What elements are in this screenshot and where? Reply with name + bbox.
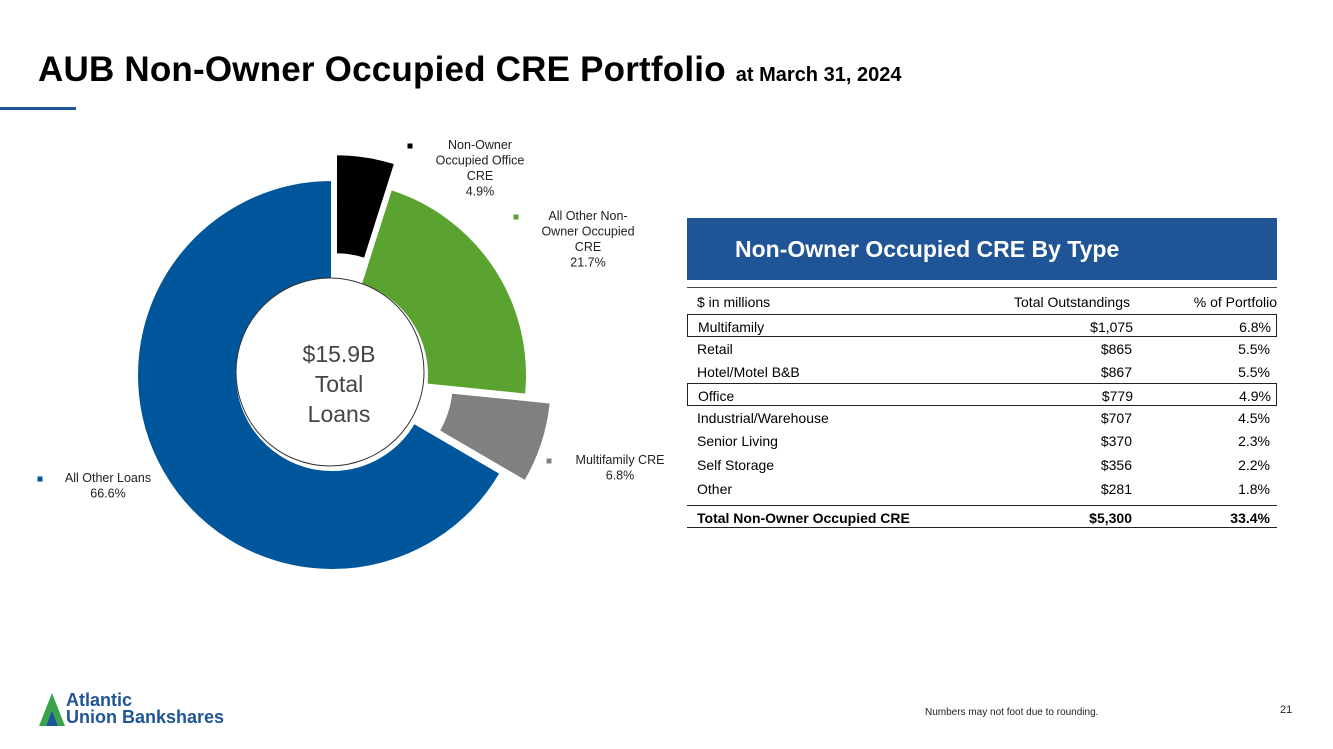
cell-pct: 6.8%: [1239, 319, 1271, 335]
cell-outstandings: $707: [1100, 410, 1132, 426]
label-other-nonowner-cre: CRE: [575, 240, 601, 254]
label-office-cre: Non-Owner: [448, 138, 512, 152]
col-header-type: $ in millions: [697, 294, 771, 310]
cell-type: Senior Living: [697, 433, 778, 449]
cell-pct: 5.5%: [1238, 341, 1270, 357]
table-total-row: Total Non-Owner Occupied CRE $5,300 33.4%: [687, 506, 1277, 529]
page-number: 21: [1280, 704, 1293, 716]
col-header-pct: % of Portfolio: [1193, 294, 1277, 310]
total-outstandings: $5,300: [1089, 510, 1132, 526]
cell-type: Industrial/Warehouse: [697, 410, 829, 426]
cell-pct: 4.9%: [1239, 388, 1271, 404]
cell-pct: 4.5%: [1238, 410, 1270, 426]
cell-pct: 5.5%: [1238, 364, 1270, 380]
cell-type: Hotel/Motel B&B: [697, 364, 800, 380]
center-label-line: $15.9B: [303, 341, 376, 367]
center-label-line: Total: [315, 371, 364, 397]
table-row: Self Storage $356 2.2%: [687, 453, 1277, 476]
legend-marker: [513, 214, 519, 220]
slice-office-cre: [334, 153, 397, 261]
cell-pct: 2.2%: [1238, 457, 1270, 473]
label-multifamily-cre: Multifamily CRE: [576, 453, 665, 467]
total-pct: 33.4%: [1230, 510, 1270, 526]
label-office-cre: 4.9%: [466, 185, 495, 199]
cell-type: Multifamily: [698, 319, 765, 335]
total-bottom-rule: [687, 527, 1277, 528]
table-title-bar: Non-Owner Occupied CRE By Type: [687, 218, 1277, 280]
table-row: Industrial/Warehouse $707 4.5%: [687, 406, 1277, 429]
table-row: Hotel/Motel B&B $867 5.5%: [687, 360, 1277, 383]
legend-marker: [37, 476, 43, 482]
cell-type: Self Storage: [697, 457, 775, 473]
logo-text: Atlantic Union Bankshares: [66, 690, 225, 727]
cell-pct: 2.3%: [1238, 433, 1270, 449]
col-header-outstandings: Total Outstandings: [1014, 294, 1130, 310]
label-other-loans: 66.6%: [90, 487, 125, 501]
slice-multifamily-cre: [437, 391, 552, 483]
title-main: AUB Non-Owner Occupied CRE Portfolio: [38, 50, 726, 89]
total-label: Total Non-Owner Occupied CRE: [697, 510, 910, 526]
footnote: Numbers may not foot due to rounding.: [925, 707, 1099, 718]
cell-outstandings: $867: [1100, 364, 1132, 380]
label-office-cre: Occupied Office: [436, 154, 525, 168]
total-top-rule: [687, 505, 1277, 506]
title-underline: [0, 107, 76, 110]
title-date: at March 31, 2024: [735, 64, 902, 86]
table-title: Non-Owner Occupied CRE By Type: [735, 236, 1120, 262]
label-other-nonowner-cre: Owner Occupied: [541, 225, 634, 239]
cell-outstandings: $865: [1100, 341, 1132, 357]
donut-chart: $15.9B Total Loans Non-Owner Occupied Office…: [37, 138, 665, 571]
cell-type: Office: [698, 388, 735, 404]
center-label-line: Loans: [308, 401, 371, 427]
cell-outstandings: $281: [1100, 481, 1132, 497]
legend-marker: [407, 143, 413, 149]
table-row: Multifamily $1,075 6.8%: [687, 314, 1277, 337]
cell-outstandings: $1,075: [1090, 319, 1133, 335]
slice-other-loans: [136, 178, 502, 571]
label-office-cre: CRE: [467, 169, 493, 183]
cell-type: Other: [697, 481, 733, 497]
table-top-rule: [687, 287, 1277, 288]
cell-pct: 1.8%: [1238, 481, 1270, 497]
cell-outstandings: $779: [1101, 388, 1133, 404]
label-other-loans: All Other Loans: [65, 471, 151, 485]
label-other-nonowner-cre: All Other Non-: [548, 209, 627, 223]
cell-outstandings: $356: [1100, 457, 1132, 473]
table-row: Office $779 4.9%: [687, 383, 1277, 406]
donut-center: [235, 277, 425, 467]
table-row: Other $281 1.8%: [687, 477, 1277, 500]
cell-outstandings: $370: [1100, 433, 1132, 449]
label-other-nonowner-cre: 21.7%: [570, 256, 605, 270]
logo-mark-icon: [39, 693, 65, 726]
cell-type: Retail: [697, 341, 733, 357]
page-title: AUB Non-Owner Occupied CRE Portfolio at M…: [38, 50, 901, 90]
table-header-row: $ in millions Total Outstandings % of Po…: [687, 290, 1277, 313]
table-row: Senior Living $370 2.3%: [687, 429, 1277, 452]
logo-line2: Union Bankshares: [66, 707, 225, 727]
logo-line1: Atlantic: [66, 690, 133, 710]
table-row: Retail $865 5.5%: [687, 337, 1277, 360]
legend-marker: [546, 458, 552, 464]
label-multifamily-cre: 6.8%: [606, 469, 635, 483]
